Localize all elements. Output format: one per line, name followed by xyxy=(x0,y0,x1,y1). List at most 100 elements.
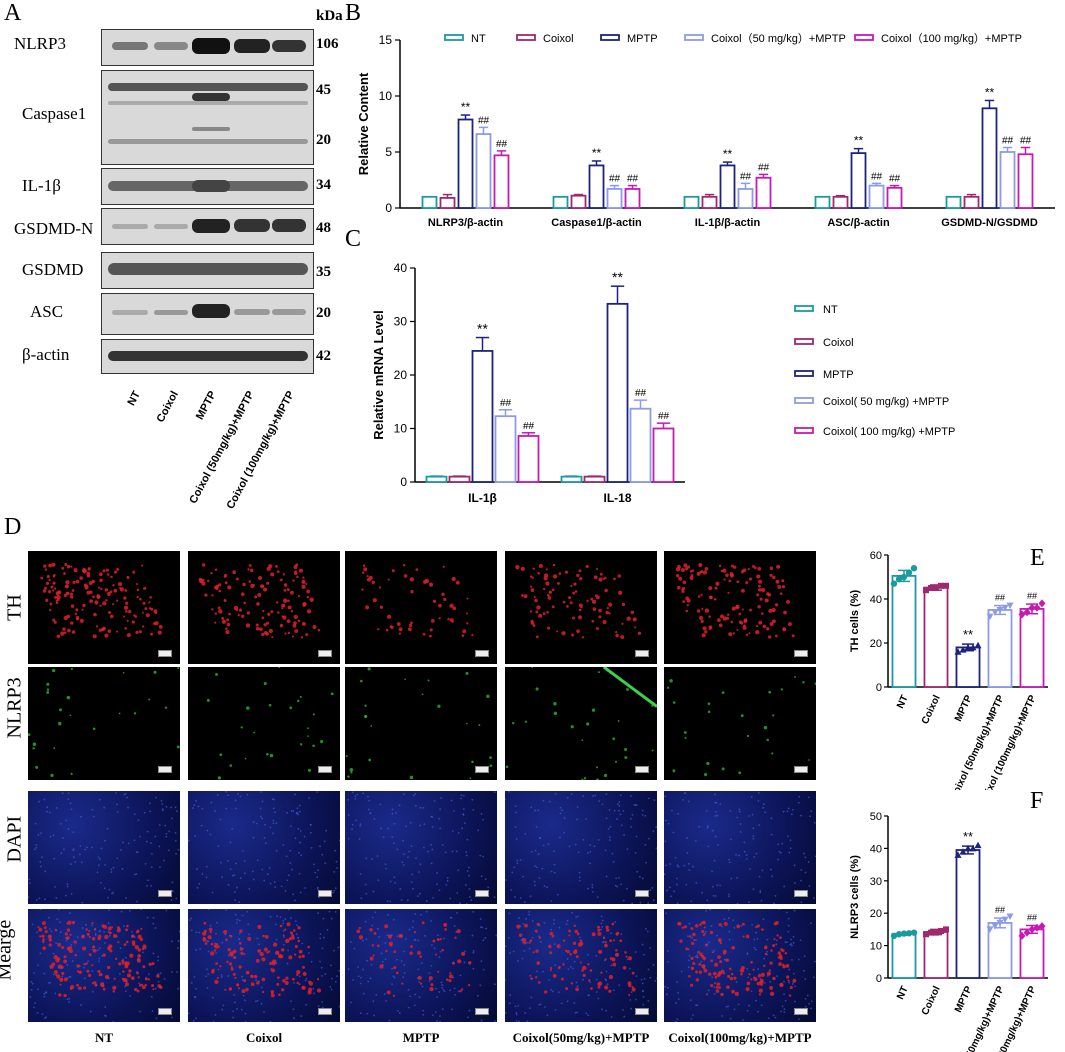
micrograph-nucleus xyxy=(310,846,313,849)
micrograph-red-cell xyxy=(137,948,142,952)
micrograph-green-cell xyxy=(368,758,372,762)
chart-e-ytick-label: 20 xyxy=(870,638,882,650)
chart-f-point-coixol-2 xyxy=(933,929,939,936)
micrograph-nucleus xyxy=(94,932,97,935)
micrograph-nucleus xyxy=(402,863,405,866)
micrograph-nucleus xyxy=(294,837,297,840)
micrograph-red-cell xyxy=(108,591,111,594)
micrograph-red-cell xyxy=(49,602,53,606)
micrograph-red-cell xyxy=(429,628,433,632)
micrograph-red-cell xyxy=(708,595,713,600)
micrograph-nucleus xyxy=(155,796,157,799)
micrograph-red-cell xyxy=(702,626,707,631)
chart-b-annotation: ## xyxy=(627,174,639,185)
micrograph-nucleus xyxy=(33,972,36,974)
micrograph-nucleus xyxy=(641,813,644,816)
micrograph-nucleus xyxy=(235,862,238,865)
micrograph-nucleus xyxy=(149,810,152,813)
micrograph-red-cell xyxy=(296,973,299,977)
micrograph-nucleus xyxy=(449,989,452,992)
micrograph-red-cell xyxy=(713,597,717,601)
micrograph-green-cell xyxy=(746,734,750,738)
micrograph-red-cell xyxy=(130,976,135,980)
micrograph-green-cell xyxy=(46,691,50,694)
micrograph-red-cell xyxy=(632,617,637,622)
micrograph-nucleus xyxy=(49,928,51,930)
micrograph-nucleus xyxy=(100,974,103,976)
micrograph-nucleus xyxy=(793,882,796,884)
micrograph-nucleus xyxy=(601,1008,603,1011)
micrograph-nucleus xyxy=(392,918,395,921)
micrograph-red-cell xyxy=(259,951,264,957)
micrograph-green-cell xyxy=(553,711,558,716)
micrograph-nucleus xyxy=(412,920,415,923)
micrograph-nucleus xyxy=(747,901,750,904)
micrograph-nucleus xyxy=(714,895,717,897)
micrograph-red-cell xyxy=(203,921,207,925)
micrograph-green-cell xyxy=(58,721,62,726)
micrograph-red-cell xyxy=(590,987,593,990)
micrograph-red-cell xyxy=(377,944,380,948)
micrograph-nucleus xyxy=(44,898,46,901)
micrograph-green-cell xyxy=(669,679,673,683)
micrograph-speckle xyxy=(347,791,496,904)
micrograph-red-cell xyxy=(459,989,462,993)
micrograph-green-cell xyxy=(489,764,493,768)
micrograph-nucleus xyxy=(798,795,801,798)
micrograph-nucleus xyxy=(286,811,289,814)
micrograph-red-cell xyxy=(443,922,448,927)
micrograph-red-cell xyxy=(591,599,597,604)
micrograph-nucleus xyxy=(671,809,673,812)
micrograph-red-cell xyxy=(287,605,292,610)
micrograph-red-cell xyxy=(763,964,766,968)
micrograph-red-cell xyxy=(54,595,57,599)
micrograph-nucleus xyxy=(393,976,396,979)
micrograph-nucleus xyxy=(124,990,127,993)
micrograph-red-cell xyxy=(402,564,406,567)
micrograph-nucleus xyxy=(263,836,266,839)
micrograph-red-cell xyxy=(136,588,140,592)
micrograph-nucleus xyxy=(592,795,594,797)
micrograph-red-cell xyxy=(317,628,321,632)
micrograph-nucleus xyxy=(284,890,287,892)
micrograph-red-cell xyxy=(261,584,265,588)
micrograph-nucleus xyxy=(80,1004,82,1006)
chart-b-bar-il-1-actin-s1 xyxy=(701,195,718,209)
micrograph-nucleus xyxy=(157,980,160,983)
micrograph-nucleus xyxy=(316,886,319,889)
micrograph-nucleus xyxy=(98,798,101,801)
kda-gsdmd: 35 xyxy=(316,264,331,280)
micrograph-red-cell xyxy=(568,934,571,937)
micrograph-nucleus xyxy=(72,831,75,834)
micrograph-red-cell xyxy=(142,965,146,969)
micrograph-nucleus xyxy=(383,993,386,995)
micrograph-col-label-coixol: Coixol xyxy=(245,1030,283,1045)
micrograph-nucleus xyxy=(316,791,319,793)
micrograph-red-cell xyxy=(637,631,642,635)
micrograph-nucleus xyxy=(738,854,740,857)
micrograph-nucleus xyxy=(404,938,407,940)
micrograph-red-cell xyxy=(415,568,419,571)
micrograph-red-cell xyxy=(282,934,285,937)
micrograph-red-cell xyxy=(102,601,107,606)
micrograph-red-cell xyxy=(384,924,389,929)
micrograph-nucleus xyxy=(472,808,475,811)
micrograph-red-cell xyxy=(549,969,552,972)
blot-label-gsdmd-n: GSDMD-N xyxy=(14,219,94,238)
micrograph-red-cell xyxy=(211,970,215,974)
micrograph-nucleus xyxy=(194,996,197,999)
micrograph-nucleus xyxy=(444,851,447,854)
chart-c-bar-il-1-s0 xyxy=(425,475,448,483)
micrograph-nucleus xyxy=(535,866,538,869)
micrograph-red-cell xyxy=(227,585,232,590)
micrograph-red-cell xyxy=(241,989,246,994)
micrograph-red-cell xyxy=(246,611,251,615)
micrograph-green-cell xyxy=(768,690,771,694)
micrograph-nucleus xyxy=(617,803,619,805)
micrograph-red-cell xyxy=(410,945,413,948)
micrograph-nucleus xyxy=(243,860,246,862)
micrograph-red-cell xyxy=(272,942,278,947)
lane-label-nt: NT xyxy=(125,389,144,408)
micrograph-red-cell xyxy=(461,634,465,637)
micrograph-nucleus xyxy=(769,981,772,983)
